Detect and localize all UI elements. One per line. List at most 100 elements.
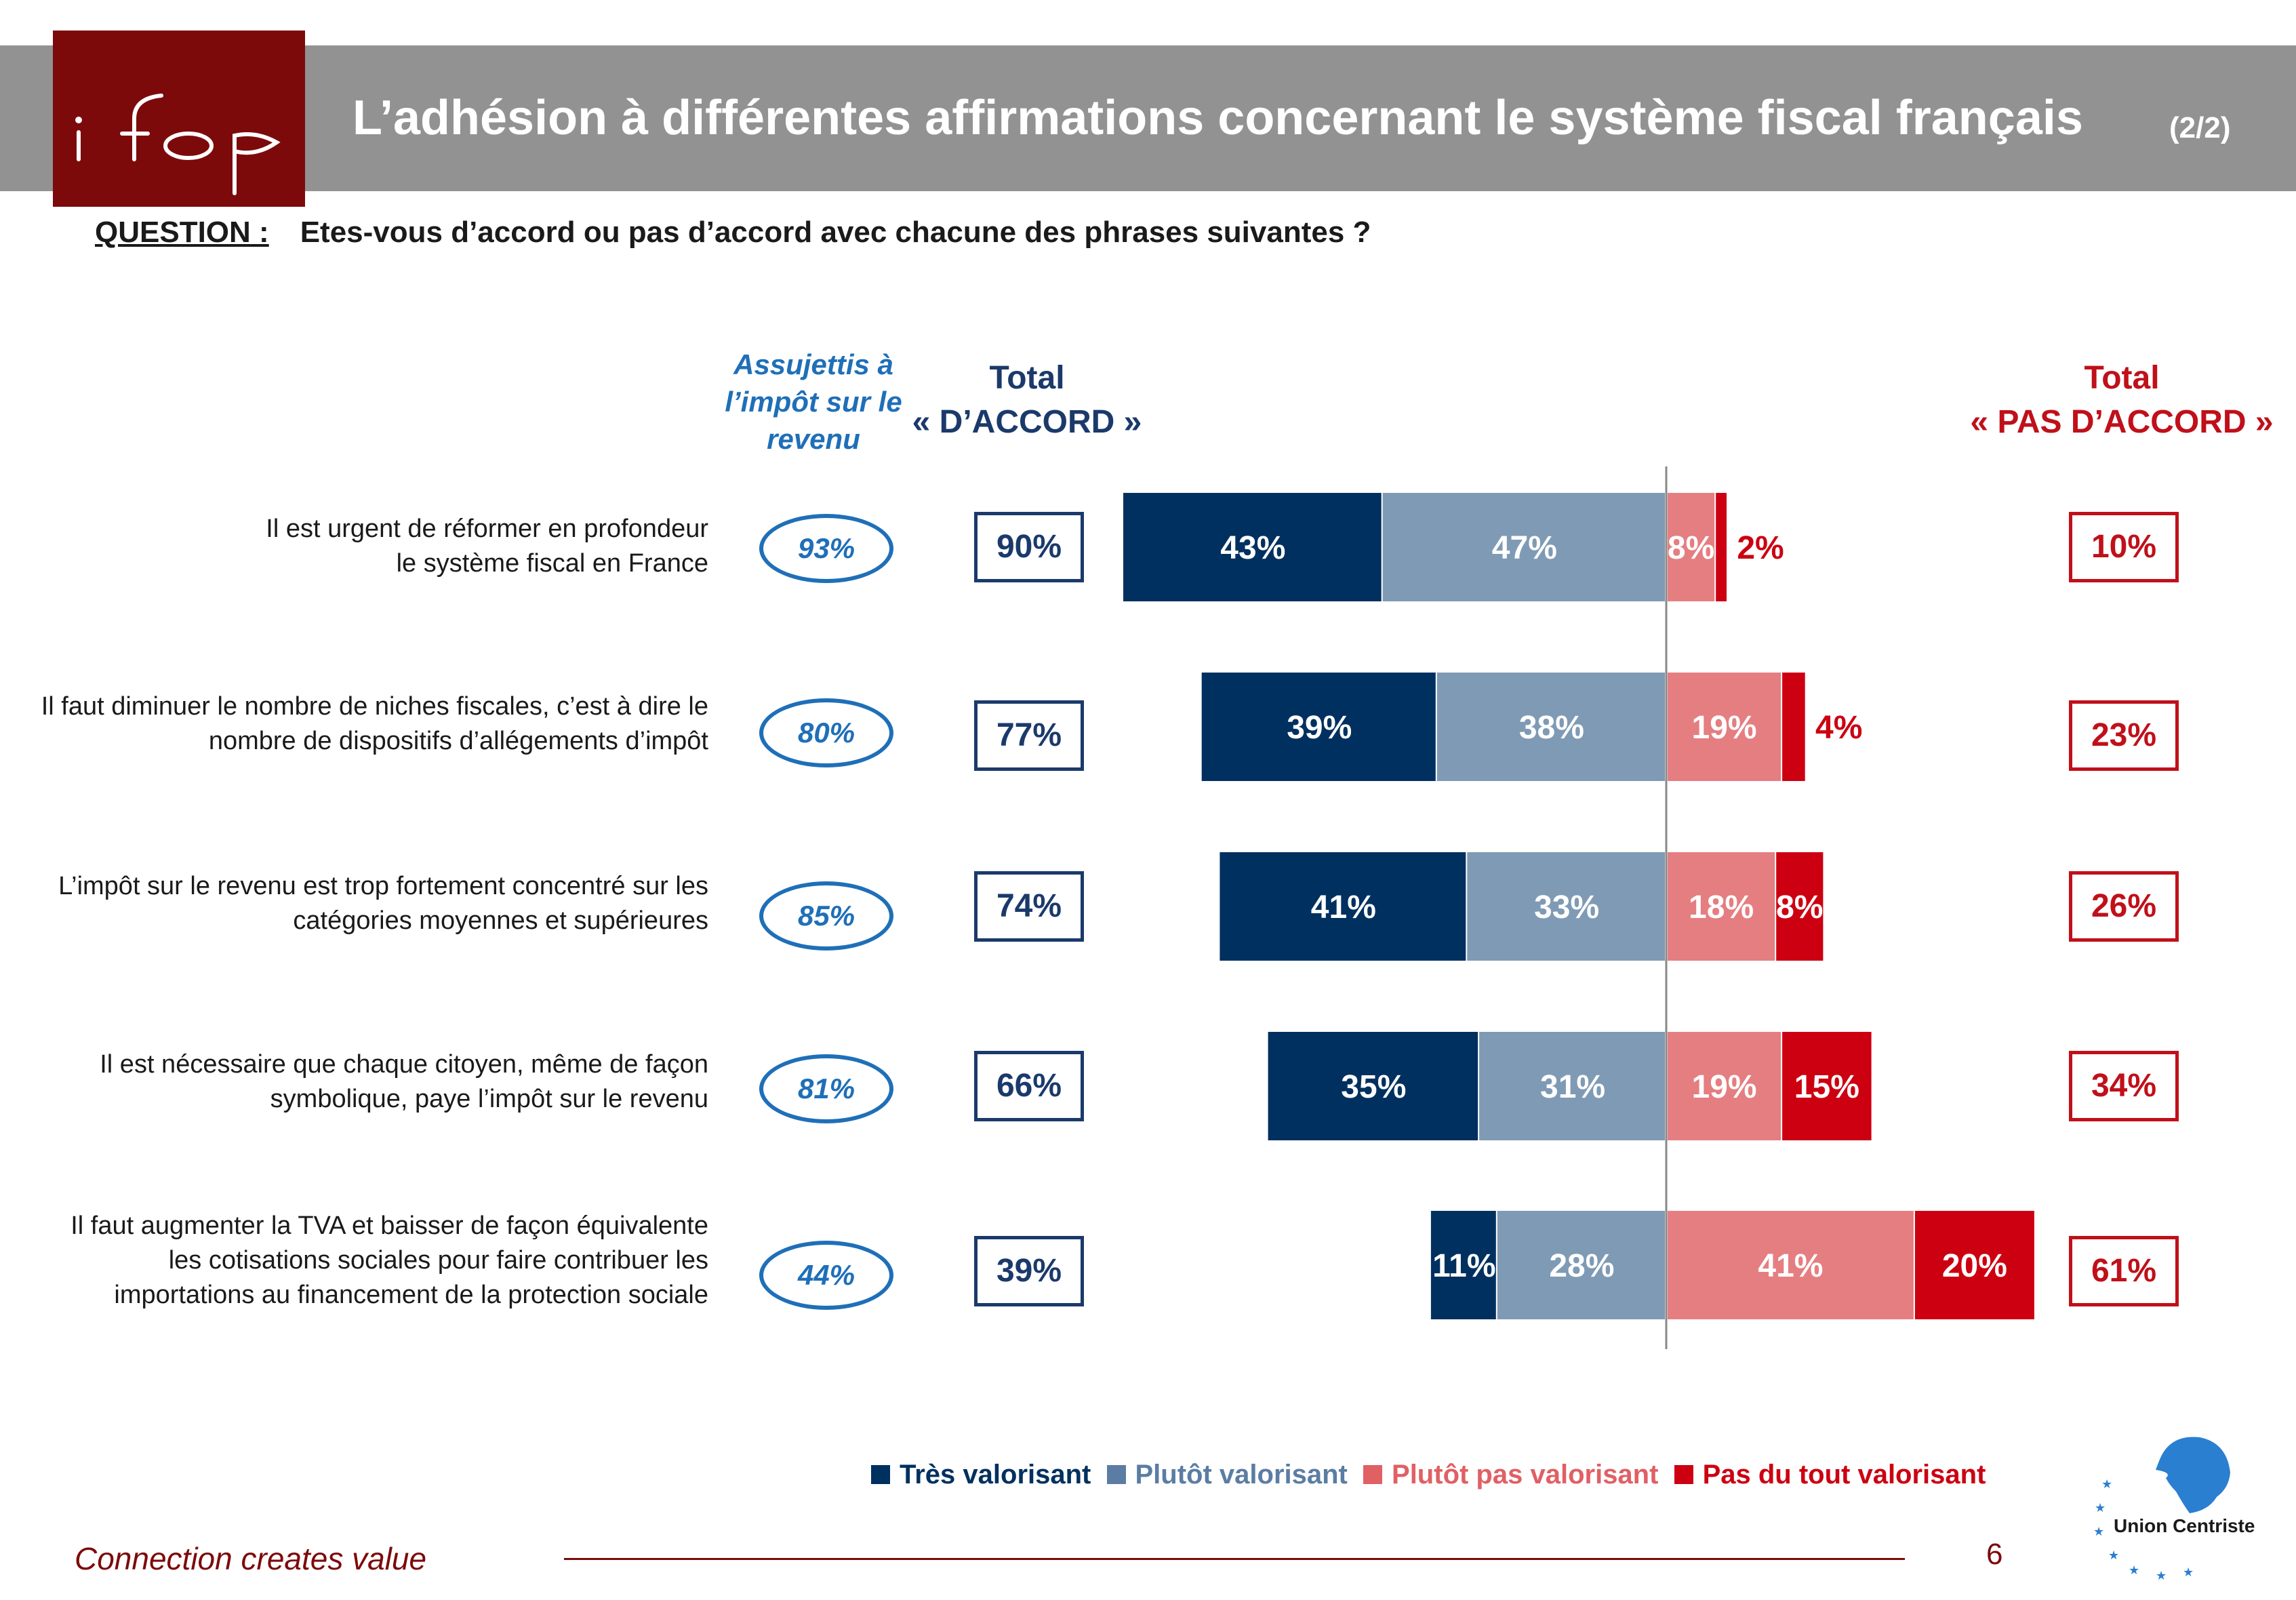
statement-line: les cotisations sociales pour faire cont… <box>168 1246 708 1275</box>
bar-segment <box>1220 852 1466 961</box>
legend-swatch <box>1106 1465 1126 1485</box>
data-label: 28% <box>1549 1248 1614 1284</box>
bar-segment <box>1716 493 1727 601</box>
star-icon: ★ <box>2101 1477 2112 1492</box>
total-accord-box-5: 39% <box>974 1236 1084 1306</box>
subgroup-ellipse-4: 81% <box>759 1054 893 1123</box>
legend-item-plutot-pas-valorisant: Plutôt pas valorisant <box>1363 1458 1658 1490</box>
column-head-line: revenu <box>767 423 860 455</box>
data-label: 33% <box>1534 889 1599 925</box>
statement-4: Il est nécessaire que chaque citoyen, mê… <box>27 1047 708 1117</box>
total-accord-box-4: 66% <box>974 1051 1084 1121</box>
union-centriste-label: Union Centriste <box>2114 1515 2255 1536</box>
data-label: 19% <box>1692 1069 1757 1105</box>
data-label: 11% <box>1432 1248 1495 1284</box>
bar-segment <box>1123 493 1382 601</box>
marianne-silhouette <box>2156 1437 2230 1513</box>
bar-segment <box>1782 1032 1872 1140</box>
statement-5: Il faut augmenter la TVA et baisser de f… <box>27 1209 708 1313</box>
page-title: L’adhésion à différentes affirmations co… <box>353 91 2083 145</box>
bar-segment <box>1782 673 1805 781</box>
star-icon: ★ <box>2129 1563 2139 1578</box>
star-icon: ★ <box>2095 1501 2106 1515</box>
legend-swatch <box>871 1465 890 1485</box>
bar-segment <box>1668 493 1715 601</box>
question: QUESTION : Etes-vous d’accord ou pas d’ac… <box>95 216 1371 249</box>
star-icon: ★ <box>2093 1525 2104 1539</box>
column-head-line: l’impôt sur le <box>725 386 902 418</box>
total-pas-accord-box-1: 10% <box>2069 512 2179 582</box>
ifop-logo <box>53 31 305 207</box>
statement-line: nombre de dispositifs d’allégements d’im… <box>208 727 708 755</box>
total-accord-box-1: 90% <box>974 512 1084 582</box>
bar-segment <box>1436 673 1665 781</box>
union-centriste-logo: ★ ★ ★ ★ ★ ★ ★ <box>2093 1437 2230 1583</box>
data-label: 41% <box>1758 1248 1823 1284</box>
statement-line: Il faut augmenter la TVA et baisser de f… <box>71 1212 708 1240</box>
statement-line: Il faut diminuer le nombre de niches fis… <box>41 692 708 721</box>
legend-label: Plutôt pas valorisant <box>1392 1459 1659 1489</box>
legend-item-plutot-valorisant: Plutôt valorisant <box>1106 1458 1348 1490</box>
footer-divider <box>564 1558 1905 1560</box>
bar-segment <box>1668 1211 1914 1319</box>
header-band <box>0 45 2296 191</box>
column-head-line: Assujettis à <box>733 348 893 380</box>
column-head-total-pas-accord: Total « PAS D’ACCORD » <box>1952 356 2291 444</box>
data-label: 38% <box>1519 710 1584 746</box>
data-label: 43% <box>1220 530 1285 566</box>
total-pas-accord-box-4: 34% <box>2069 1051 2179 1121</box>
column-head-total-accord: Total « D’ACCORD » <box>902 356 1152 444</box>
subgroup-ellipse-1: 93% <box>759 514 893 583</box>
legend-swatch <box>1674 1465 1693 1485</box>
chart-legend: Très valorisant Plutôt valorisant Plutôt… <box>871 1458 1994 1498</box>
statement-line: le système fiscal en France <box>396 549 708 578</box>
star-icon: ★ <box>2156 1569 2167 1583</box>
legend-label: Pas du tout valorisant <box>1702 1459 1986 1489</box>
legend-item-pas-du-tout-valorisant: Pas du tout valorisant <box>1674 1458 1986 1490</box>
star-icon: ★ <box>2183 1565 2194 1580</box>
bar-segment <box>1668 673 1781 781</box>
total-accord-box-3: 74% <box>974 871 1084 942</box>
data-label: 19% <box>1692 710 1757 746</box>
bar-segment <box>1668 1032 1781 1140</box>
data-label: 47% <box>1492 530 1557 566</box>
data-label: 8% <box>1776 889 1823 925</box>
bar-segment <box>1382 493 1665 601</box>
column-head-line: Total <box>989 360 1065 396</box>
statement-line: Il est urgent de réformer en profondeur <box>266 515 708 543</box>
bar-segment <box>1201 673 1436 781</box>
legend-item-tres-valorisant: Très valorisant <box>871 1458 1091 1490</box>
question-text: Etes-vous d’accord ou pas d’accord avec … <box>300 216 1371 249</box>
statement-3: L’impôt sur le revenu est trop fortement… <box>27 869 708 938</box>
data-label: 41% <box>1311 889 1376 925</box>
data-label: 2% <box>1737 530 1784 566</box>
bar-segment <box>1776 852 1824 961</box>
data-label: 35% <box>1341 1069 1406 1105</box>
data-label: 31% <box>1540 1069 1605 1105</box>
bar-segment <box>1668 852 1775 961</box>
subgroup-ellipse-3: 85% <box>759 881 893 951</box>
page-number: 6 <box>1986 1538 2003 1571</box>
column-head-line: « PAS D’ACCORD » <box>1970 404 2274 440</box>
statement-line: symbolique, paye l’impôt sur le revenu <box>270 1085 708 1113</box>
page-indicator: (2/2) <box>2169 111 2231 144</box>
subgroup-ellipse-2: 80% <box>759 698 893 767</box>
data-label: 15% <box>1794 1069 1859 1105</box>
total-pas-accord-box-3: 26% <box>2069 871 2179 942</box>
data-label: 8% <box>1668 530 1714 566</box>
column-head-line: « D’ACCORD » <box>912 404 1142 440</box>
star-icon: ★ <box>2108 1548 2119 1563</box>
data-label: 20% <box>1942 1248 2007 1284</box>
footer-tagline: Connection creates value <box>75 1541 427 1576</box>
bar-segment <box>1467 852 1665 961</box>
legend-label: Plutôt valorisant <box>1135 1459 1348 1489</box>
column-head-line: Total <box>2084 360 2160 396</box>
data-label: 39% <box>1287 710 1352 746</box>
ifop-logo-mark <box>75 94 281 195</box>
subgroup-ellipse-5: 44% <box>759 1241 893 1310</box>
total-pas-accord-box-5: 61% <box>2069 1236 2179 1306</box>
statement-2: Il faut diminuer le nombre de niches fis… <box>27 689 708 759</box>
total-accord-box-2: 77% <box>974 700 1084 771</box>
data-label: 4% <box>1815 710 1862 746</box>
